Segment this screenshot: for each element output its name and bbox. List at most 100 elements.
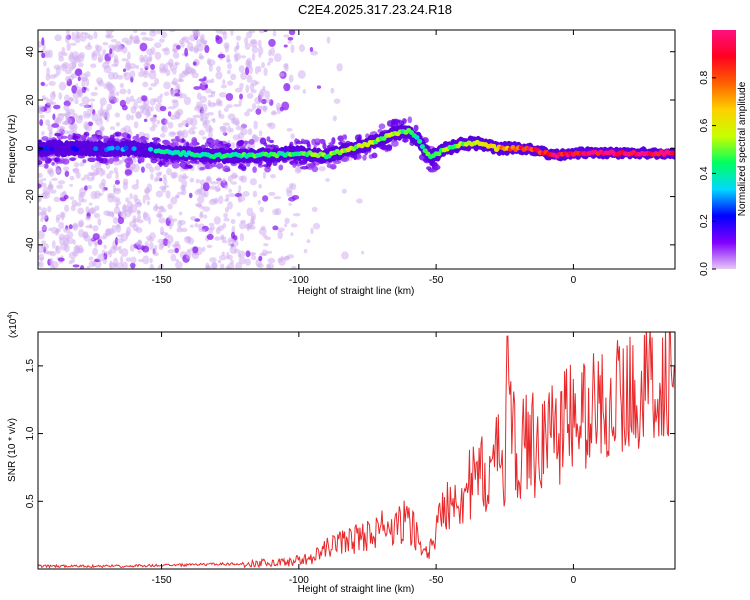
noise-point [273,196,282,200]
noise-point [191,251,200,260]
noise-point [164,118,169,125]
ridge-point [417,139,423,144]
noise-point [283,34,290,38]
noise-point [341,251,349,260]
noise-point [52,90,56,98]
noise-point [247,128,253,136]
noise-point [47,124,53,132]
ridge-point [38,146,44,152]
noise-point [214,236,221,241]
noise-point [60,126,66,131]
noise-point [314,161,320,166]
noise-point [129,192,133,200]
noise-point [155,174,161,182]
noise-point [78,62,84,68]
noise-point [55,167,61,175]
noise-point [215,71,223,80]
noise-point [63,166,70,172]
noise-point [179,93,187,99]
noise-point [207,94,213,98]
noise-point [332,115,337,122]
noise-point [103,65,112,74]
noise-point [246,74,253,84]
noise-point [162,64,169,73]
noise-point [213,143,222,149]
noise-point [215,139,220,144]
noise-point [215,187,221,192]
noise-point [198,129,206,136]
noise-point [244,111,250,117]
noise-point [96,77,104,85]
noise-point [94,44,99,51]
noise-point [261,98,267,105]
noise-point [120,248,129,257]
noise-point [333,98,341,104]
noise-point [257,65,262,73]
noise-point [181,37,187,41]
noise-point [74,54,79,62]
noise-point [170,131,176,136]
noise-point [77,76,81,82]
noise-point [226,80,234,86]
noise-point [105,228,110,237]
noise-point [92,233,100,241]
noise-point [151,123,158,128]
noise-point [222,79,226,85]
noise-point [130,256,137,264]
noise-point [196,188,202,194]
noise-point [90,164,95,171]
noise-point [102,135,110,140]
noise-point [222,127,226,135]
noise-point [127,158,132,162]
noise-point [268,57,274,63]
noise-point [238,65,245,73]
noise-point [183,96,192,106]
noise-point [288,74,294,83]
noise-point [85,88,90,92]
noise-point [69,157,76,162]
noise-point [115,236,119,246]
chart-title: C2E4.2025.317.23.24.R18 [298,2,452,17]
noise-point [148,70,157,80]
noise-point [90,91,98,97]
noise-point [178,39,184,45]
noise-point [38,206,42,211]
noise-point [263,142,268,146]
noise-point [245,250,251,258]
noise-point [54,132,62,137]
noise-point [244,140,248,146]
noise-point [150,106,154,112]
noise-point [160,133,166,138]
noise-point [269,139,274,143]
noise-point [156,95,163,104]
noise-point [272,161,278,166]
noise-point [199,55,205,60]
noise-point [199,166,206,171]
noise-point [119,160,123,165]
noise-point [145,163,152,169]
noise-point [125,96,131,105]
noise-point [51,226,58,234]
noise-point [188,128,195,135]
noise-point [90,63,97,68]
noise-point [229,127,234,133]
noise-point [88,256,94,261]
noise-point [263,67,268,77]
noise-point [144,104,150,112]
noise-point [230,242,234,249]
noise-point [239,93,244,100]
noise-point [166,168,172,176]
noise-point [145,196,151,201]
noise-point [41,136,49,141]
noise-point [311,165,319,173]
noise-point [69,97,75,102]
noise-point [336,63,343,72]
noise-point [278,72,285,77]
noise-point [371,152,378,159]
noise-point [215,227,221,235]
noise-point [65,69,72,75]
noise-point [188,192,193,199]
noise-point [190,69,197,74]
noise-point [202,206,211,212]
noise-point [223,217,230,222]
